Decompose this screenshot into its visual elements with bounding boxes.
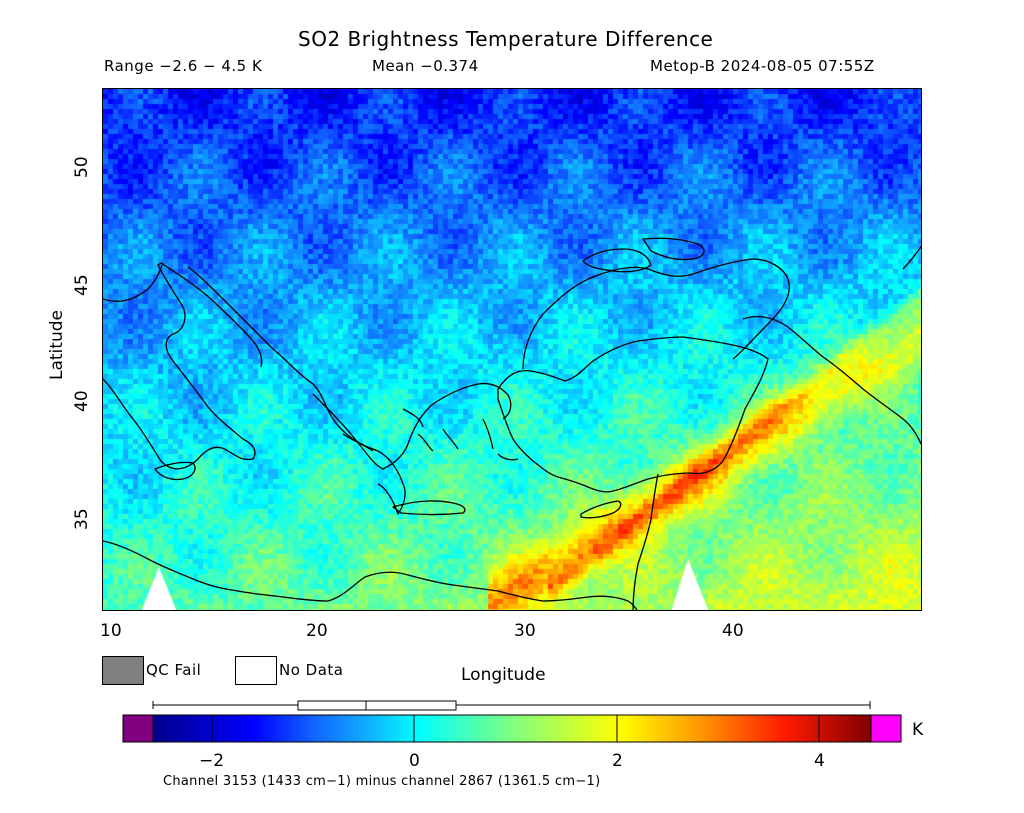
colorbar-boxplot xyxy=(152,700,871,711)
lat-tick-35: 35 xyxy=(72,508,92,530)
colorbar-tick-4: 4 xyxy=(814,751,825,771)
axis-label-latitude: Latitude xyxy=(47,310,67,380)
lon-tick-20: 20 xyxy=(306,621,328,641)
qc-fail-swatch xyxy=(102,656,144,685)
coastline-turkey xyxy=(497,336,769,493)
coastline-north-africa xyxy=(103,540,638,610)
coastline-crimea xyxy=(582,248,652,273)
lat-tick-50: 50 xyxy=(72,156,92,178)
coastline-aegean-islands xyxy=(342,408,519,461)
lat-tick-45: 45 xyxy=(72,274,92,296)
coastline-black-sea xyxy=(522,258,790,370)
lon-tick-30: 30 xyxy=(514,621,536,641)
range-text: Range −2.6 − 4.5 K xyxy=(104,57,263,75)
coastline-azov xyxy=(642,237,705,261)
mean-text: Mean −0.374 xyxy=(372,57,479,75)
colorbar-tick-0: 0 xyxy=(409,751,420,771)
no-data-label: No Data xyxy=(279,661,344,679)
colorbar-tick-2: 2 xyxy=(612,751,623,771)
coastline-caucasus xyxy=(742,316,921,445)
coastline-balkans xyxy=(187,266,406,515)
colorbar-tick-neg2: −2 xyxy=(199,751,225,771)
colorbar-unit: K xyxy=(912,720,924,740)
axis-label-longitude: Longitude xyxy=(461,665,546,685)
coastline-overlay xyxy=(103,237,921,610)
coastline-italy xyxy=(103,262,263,470)
colorbar-gradient xyxy=(152,714,872,743)
satellite-time-text: Metop-B 2024-08-05 07:55Z xyxy=(650,57,875,75)
channel-footnote: Channel 3153 (1433 cm−1) minus channel 2… xyxy=(163,774,601,789)
no-data-swatch xyxy=(235,656,277,685)
coastline-crete xyxy=(392,500,466,516)
colorbar-underflow xyxy=(122,714,154,743)
temperature-difference-field xyxy=(103,89,921,610)
coastline-italy-north xyxy=(103,262,164,302)
qc-fail-label: QC Fail xyxy=(146,661,202,679)
coastline-levant xyxy=(632,473,659,610)
coastline-caspian xyxy=(902,245,921,270)
colorbar xyxy=(122,700,902,743)
coastline-greece xyxy=(312,382,512,470)
coastline-sicily xyxy=(154,461,196,481)
coastline-cyprus xyxy=(580,500,622,519)
lon-tick-40: 40 xyxy=(722,621,744,641)
map-plot xyxy=(102,88,922,611)
colorbar-overflow xyxy=(870,714,902,743)
chart-title: SO2 Brightness Temperature Difference xyxy=(298,27,714,51)
lon-tick-10: 10 xyxy=(100,621,122,641)
lat-tick-40: 40 xyxy=(72,390,92,412)
